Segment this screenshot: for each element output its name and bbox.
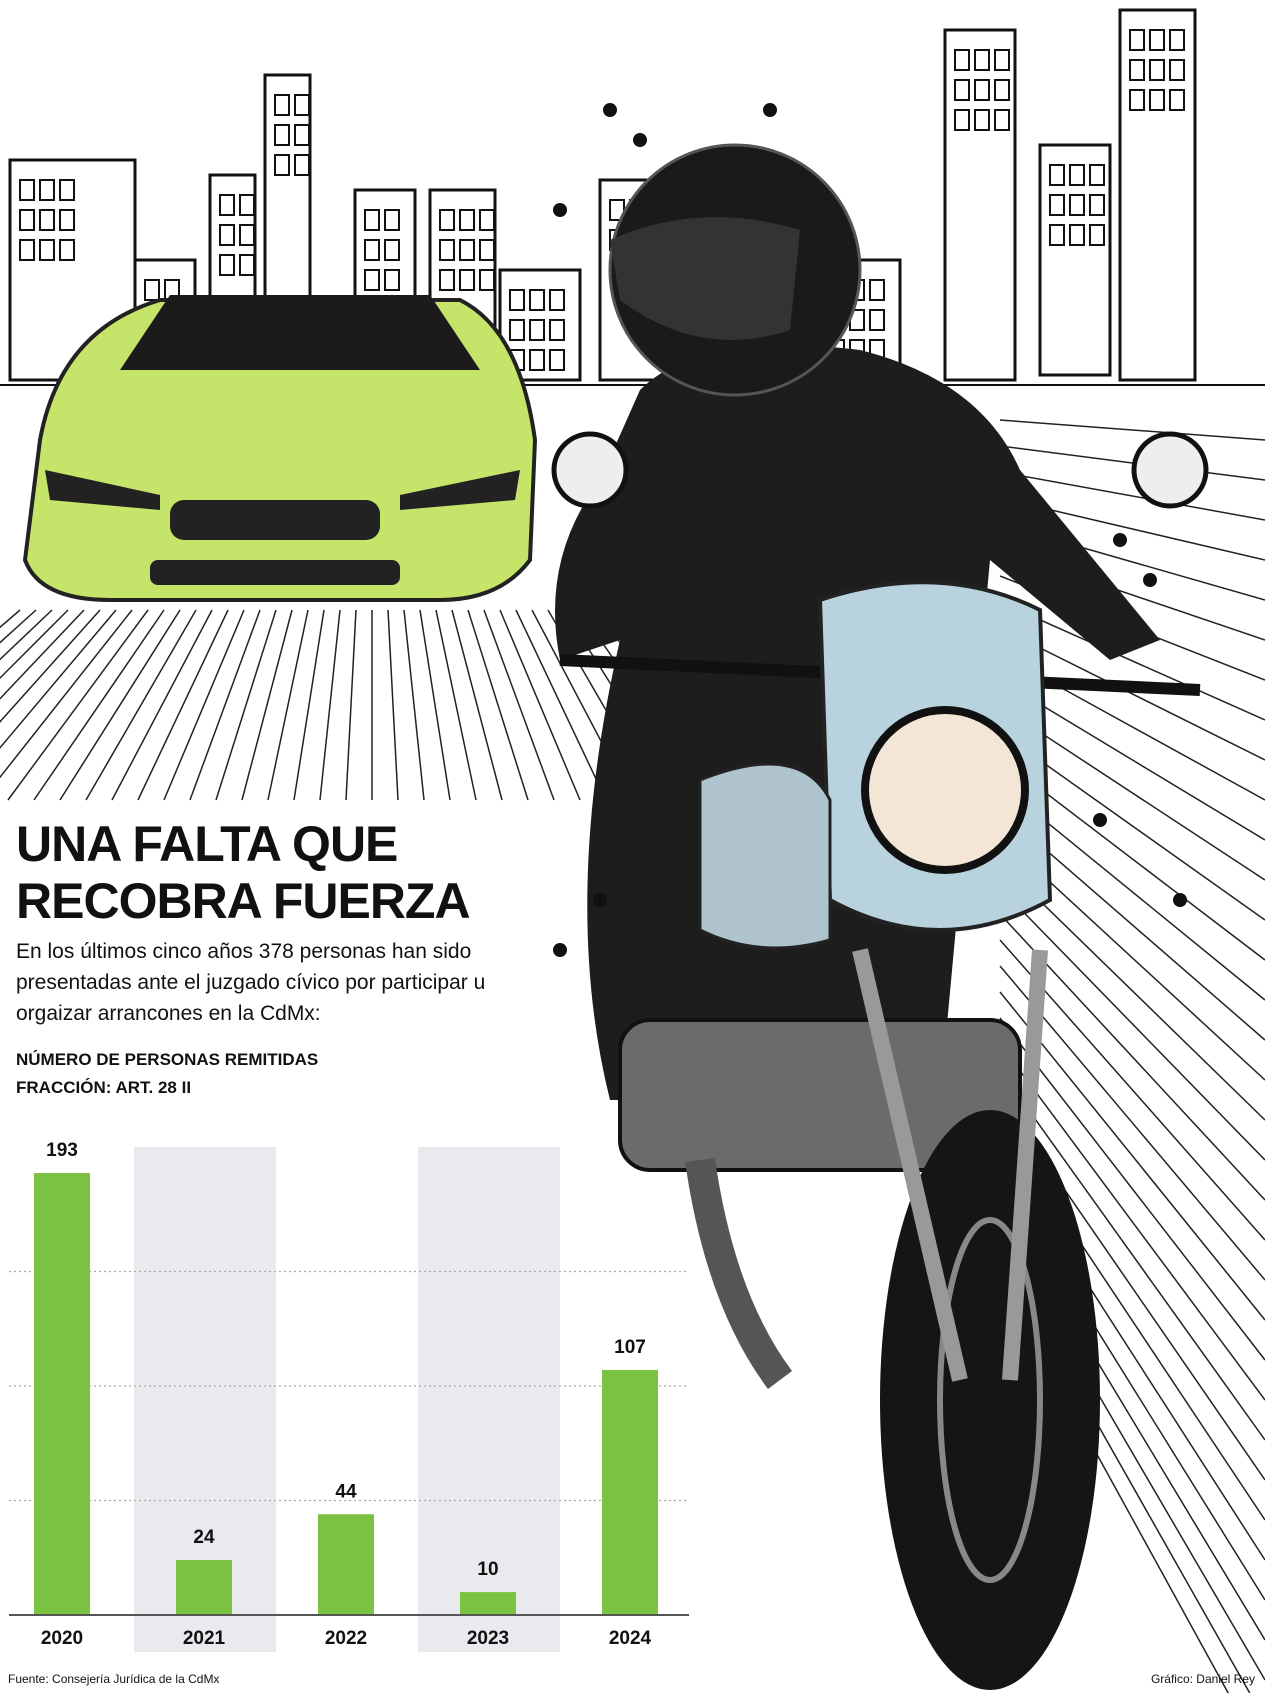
value-label: 24 bbox=[193, 1527, 215, 1548]
ink-splatter bbox=[1093, 813, 1107, 827]
road-streak bbox=[420, 610, 450, 800]
exhaust bbox=[700, 1160, 780, 1380]
chart-subtitle: FRACCIÓN: ART. 28 II bbox=[16, 1078, 191, 1098]
road-streak bbox=[0, 610, 20, 800]
x-tick-label: 2021 bbox=[183, 1628, 226, 1649]
car-bumper bbox=[150, 560, 400, 585]
road-streak bbox=[164, 610, 244, 800]
road-streak bbox=[346, 610, 356, 800]
value-label: 44 bbox=[335, 1481, 357, 1502]
road-streak bbox=[404, 610, 424, 800]
road-streak bbox=[436, 610, 476, 800]
ink-splatter bbox=[633, 133, 647, 147]
ink-splatter bbox=[1143, 573, 1157, 587]
road-streak bbox=[34, 610, 164, 800]
ink-splatter bbox=[593, 893, 607, 907]
road-streak bbox=[0, 610, 52, 800]
ink-splatter bbox=[1173, 893, 1187, 907]
road-streak bbox=[138, 610, 228, 800]
bar bbox=[176, 1560, 232, 1615]
ink-splatter bbox=[603, 103, 617, 117]
chart-title: NÚMERO DE PERSONAS REMITIDAS bbox=[16, 1050, 318, 1070]
headlight bbox=[865, 710, 1025, 870]
bar bbox=[34, 1173, 90, 1615]
road-streak bbox=[0, 610, 84, 800]
x-tick-label: 2024 bbox=[609, 1628, 652, 1649]
bar-chart: 193 2020 24 2021 44 2022 10 2023 107 2024 bbox=[9, 1140, 689, 1652]
road-streak bbox=[320, 610, 340, 800]
source: Fuente: Consejería Jurídica de la CdMx bbox=[8, 1672, 219, 1686]
credit: Gráfico: Daniel Rey bbox=[1151, 1672, 1255, 1686]
ink-splatter bbox=[1113, 533, 1127, 547]
road-streak bbox=[388, 610, 398, 800]
ink-splatter bbox=[553, 943, 567, 957]
road-streak bbox=[294, 610, 324, 800]
car-windshield bbox=[120, 295, 480, 370]
mirror bbox=[554, 434, 626, 506]
ink-splatter bbox=[553, 203, 567, 217]
infographic: 193 2020 24 2021 44 2022 10 2023 107 2024 UNA FAL… bbox=[0, 0, 1265, 1693]
subtitle: En los últimos cinco años 378 personas h… bbox=[16, 936, 531, 1029]
road-streak bbox=[86, 610, 196, 800]
value-label: 10 bbox=[477, 1559, 498, 1580]
title: UNA FALTA QUE RECOBRA FUERZA bbox=[16, 816, 516, 930]
mirror bbox=[1134, 434, 1206, 506]
x-tick-label: 2022 bbox=[325, 1628, 367, 1649]
bar bbox=[602, 1370, 658, 1615]
road-streak bbox=[268, 610, 308, 800]
road-streak bbox=[1000, 420, 1265, 440]
value-label: 193 bbox=[46, 1140, 78, 1161]
bar bbox=[460, 1592, 516, 1615]
value-label: 107 bbox=[614, 1337, 646, 1358]
bar bbox=[318, 1514, 374, 1615]
road-streak bbox=[0, 610, 100, 800]
x-tick-label: 2023 bbox=[467, 1628, 509, 1649]
tank bbox=[700, 764, 830, 948]
ink-splatter bbox=[763, 103, 777, 117]
car-grille bbox=[170, 500, 380, 540]
x-tick-label: 2020 bbox=[41, 1628, 83, 1649]
road-streak bbox=[0, 610, 132, 800]
